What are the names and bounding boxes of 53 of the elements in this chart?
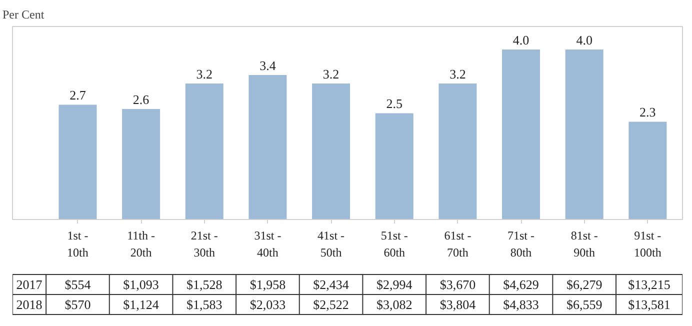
bar xyxy=(502,49,540,220)
data-label: 4.0 xyxy=(576,32,592,48)
text: $3,670 xyxy=(440,277,476,292)
text: 2017 xyxy=(16,277,43,292)
text: $3,804 xyxy=(440,297,476,312)
text: $1,124 xyxy=(123,297,160,312)
y-axis-title: Per Cent xyxy=(2,8,45,22)
text: $2,994 xyxy=(376,277,413,292)
x-tick-label: 41st - 50th xyxy=(318,228,345,260)
text: $2,434 xyxy=(313,277,350,292)
bar xyxy=(248,74,287,220)
bar xyxy=(185,83,224,220)
bar xyxy=(438,83,477,220)
text: $1,583 xyxy=(186,297,222,312)
text: 2018 xyxy=(16,297,42,312)
bar xyxy=(58,104,97,220)
x-tick-label: 31st - 40th xyxy=(254,228,282,260)
data-label: 3.2 xyxy=(196,66,213,82)
x-tick-label: 1st - 10th xyxy=(67,228,88,260)
data-label: 3.2 xyxy=(322,66,340,82)
text: $1,958 xyxy=(250,277,286,292)
text: $4,833 xyxy=(503,297,539,312)
bar xyxy=(375,113,414,220)
text: $13,581 xyxy=(628,297,670,312)
data-label: 4.0 xyxy=(512,32,530,48)
text: $6,559 xyxy=(566,297,602,312)
data-label: 2.7 xyxy=(70,88,86,103)
text: $6,279 xyxy=(566,277,602,292)
data-label: 2.5 xyxy=(386,96,402,112)
text: $4,629 xyxy=(503,277,539,292)
bar xyxy=(312,83,350,220)
data-label: 2.6 xyxy=(132,92,150,107)
x-tick-label: 61st - 70th xyxy=(444,228,472,260)
x-tick-label: 91st - 100th xyxy=(634,228,662,260)
text: $2,522 xyxy=(313,297,349,312)
text: $1,093 xyxy=(123,277,159,292)
x-tick-label: 71st - 80th xyxy=(508,228,535,260)
x-tick-label: 51st - 60th xyxy=(380,228,408,260)
bar xyxy=(565,49,604,220)
bar xyxy=(122,108,160,220)
data-label: 2.3 xyxy=(640,104,656,120)
data-label: 3.2 xyxy=(450,66,466,82)
text: $1,528 xyxy=(186,277,222,292)
text: $3,082 xyxy=(376,297,412,312)
text: $554 xyxy=(64,277,92,292)
text: $2,033 xyxy=(250,297,286,312)
bar xyxy=(628,122,667,220)
x-tick-label: 11th - 20th xyxy=(127,228,155,260)
x-tick-label: 21st - 30th xyxy=(190,228,218,260)
text: $13,215 xyxy=(628,277,670,292)
text: $570 xyxy=(64,297,91,312)
x-tick-label: 81st - 90th xyxy=(570,228,598,260)
data-label: 3.4 xyxy=(260,58,276,73)
